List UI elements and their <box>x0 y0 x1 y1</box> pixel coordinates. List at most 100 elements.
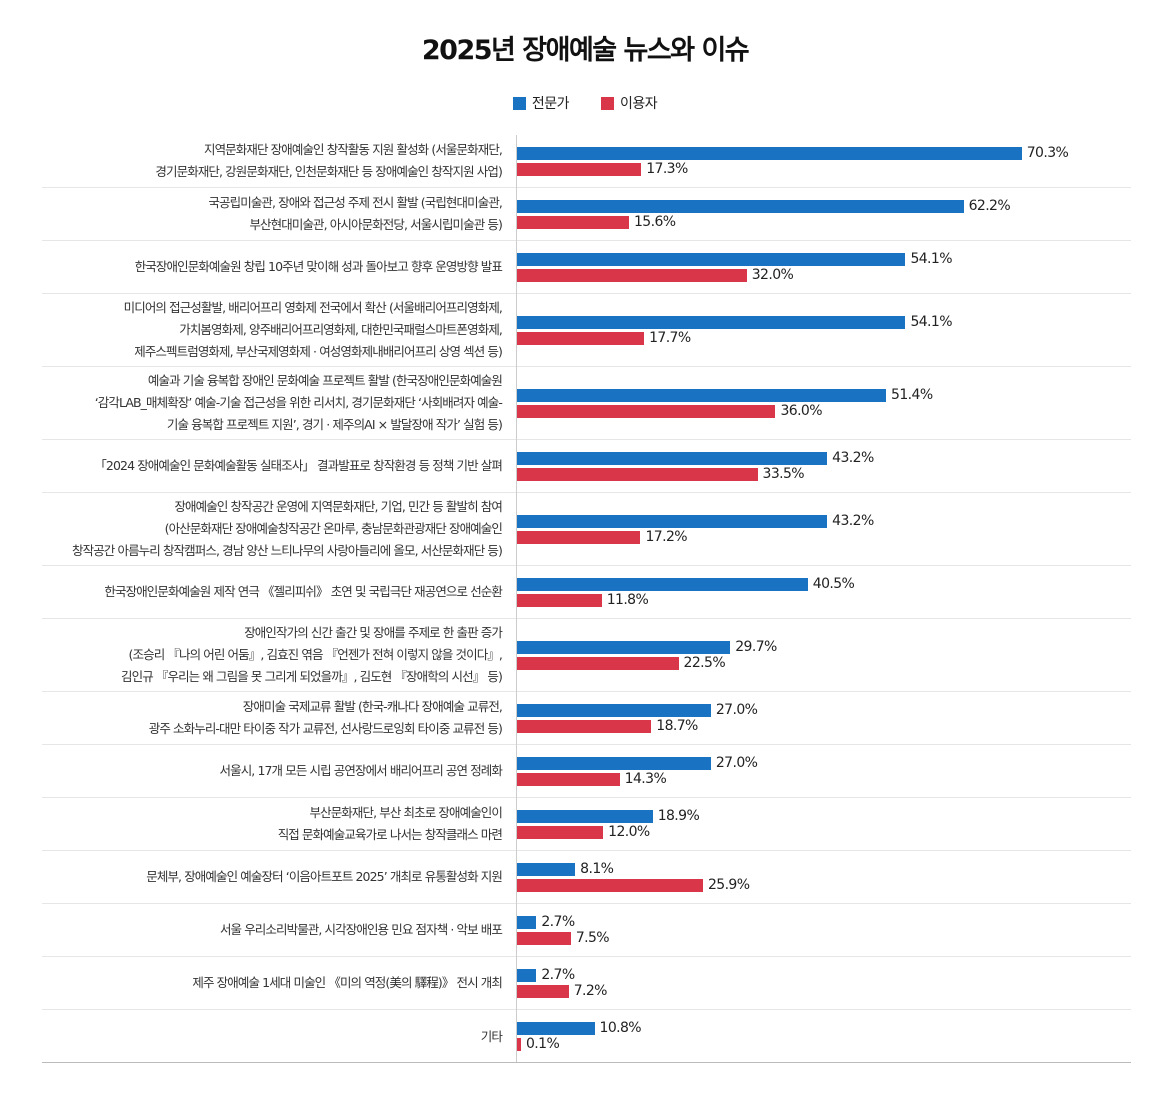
bar-expert <box>517 640 731 654</box>
category-label: 문체부, 장애예술인 예술장터 ‘이음아트포트 2025’ 개최로 유통활성화 … <box>42 851 503 903</box>
category-label-line: 장애인작가의 신간 출간 및 장애를 주제로 한 출판 증가 <box>244 625 503 640</box>
value-label-expert: 43.2% <box>832 512 874 529</box>
bar-user <box>517 719 652 733</box>
legend-swatch-expert <box>512 96 526 110</box>
category-label: 「2024 장애예술인 문화예술활동 실태조사」 결과발표로 창작환경 등 정책… <box>42 440 503 492</box>
legend-item-user: 이용자 <box>601 93 658 113</box>
category-row: 기타 10.8% 0.1% <box>42 1010 1131 1063</box>
value-label-user: 17.2% <box>645 528 687 545</box>
bar-user <box>517 215 629 229</box>
category-label: 한국장애인문화예술원 제작 연극 《젤리피쉬》 초연 및 국립극단 재공연으로 … <box>42 566 502 618</box>
bar-group: 54.1% 32.0% <box>517 241 1131 293</box>
value-label-expert: 18.9% <box>657 807 700 824</box>
category-label-line: 장애예술인 창작공간 운영에 지역문화재단, 기업, 민간 등 활발히 참여 <box>174 499 502 514</box>
bar-expert <box>517 451 828 465</box>
category-label-line: 기타 <box>480 1028 503 1044</box>
bar-group: 29.7% 22.5% <box>517 619 1131 691</box>
bar-user <box>517 984 569 998</box>
bar-group: 18.9% 12.0% <box>517 798 1131 850</box>
bar-user <box>517 1037 521 1051</box>
category-label-line: 김인규 『우리는 왜 그림을 못 그리게 되었을까』, 김도현 『장애학의 시선… <box>121 669 503 684</box>
bar-expert <box>517 809 653 823</box>
value-label-user: 17.3% <box>646 160 688 177</box>
category-label-line: 예술과 기술 융복합 장애인 문화예술 프로젝트 활발 (한국장애인문화예술원 <box>147 373 503 388</box>
bar-user <box>517 331 645 345</box>
legend-label-user: 이용자 <box>620 96 658 112</box>
category-label: 미디어의 접근성활발, 배리어프리 영화제 전국에서 확산 (서울배리어프리영화… <box>42 294 503 366</box>
category-label-line: 경기문화재단, 강원문화재단, 인천문화재단 등 장애예술인 창작지원 사업) <box>155 164 502 179</box>
y-axis-line <box>516 135 517 1063</box>
category-label-line: ‘감각LAB_매체확장’ 예술-기술 접근성을 위한 리서치, 경기문화재단 ‘… <box>94 395 503 410</box>
bar-user <box>517 162 642 176</box>
category-label-line: 부산문화재단, 부산 최초로 장애예술인이 <box>309 805 503 820</box>
bar-chart: 지역문화재단 장애예술인 창작활동 지원 활성화 (서울문화재단, 경기문화재단,… <box>42 135 1131 1063</box>
bar-user <box>517 268 747 282</box>
value-label-user: 7.2% <box>573 982 608 999</box>
bar-user <box>517 404 776 418</box>
category-label-line: 부산현대미술관, 아시아문화전당, 서울시립미술관 등) <box>249 217 502 232</box>
category-label-line: 기술 융복합 프로젝트 지원’, 경기 · 제주의AI × 발달장애 작가’ 실… <box>166 417 503 432</box>
category-label: 예술과 기술 융복합 장애인 문화예술 프로젝트 활발 (한국장애인문화예술원 ‘… <box>42 367 503 439</box>
bar-group: 27.0% 14.3% <box>517 745 1131 797</box>
category-label-line: 미디어의 접근성활발, 배리어프리 영화제 전국에서 확산 (서울배리어프리영화… <box>123 300 503 315</box>
bar-group: 54.1% 17.7% <box>517 294 1131 366</box>
value-label-user: 36.0% <box>780 402 822 419</box>
category-row: 예술과 기술 융복합 장애인 문화예술 프로젝트 활발 (한국장애인문화예술원 ‘… <box>42 367 1131 440</box>
value-label-user: 25.9% <box>707 876 750 893</box>
category-row: 미디어의 접근성활발, 배리어프리 영화제 전국에서 확산 (서울배리어프리영화… <box>42 294 1131 367</box>
value-label-expert: 51.4% <box>891 386 933 403</box>
category-row: 장애예술인 창작공간 운영에 지역문화재단, 기업, 민간 등 활발히 참여 (아… <box>42 493 1131 566</box>
category-label: 장애예술인 창작공간 운영에 지역문화재단, 기업, 민간 등 활발히 참여 (아… <box>42 493 503 565</box>
category-row: 한국장애인문화예술원 제작 연극 《젤리피쉬》 초연 및 국립극단 재공연으로 … <box>42 566 1131 619</box>
value-label-expert: 62.2% <box>968 197 1011 214</box>
value-label-user: 17.7% <box>649 329 691 346</box>
category-label-line: (아산문화재단 장애예술창작공간 온마루, 충남문화관광재단 장애예술인 <box>164 521 503 536</box>
bar-expert <box>517 577 808 591</box>
value-label-user: 12.0% <box>608 823 650 840</box>
bar-user <box>517 825 604 839</box>
value-label-expert: 70.3% <box>1026 144 1069 161</box>
category-label-line: 한국장애인문화예술원 창립 10주년 맞이해 성과 돌아보고 향후 운영방향 발… <box>134 259 503 274</box>
bar-expert <box>517 915 537 929</box>
category-label-line: 제주스펙트럼영화제, 부산국제영화제 · 여성영화제내배리어프리 상영 섹션 등… <box>134 344 503 359</box>
value-label-expert: 8.1% <box>580 860 614 877</box>
category-row: 「2024 장애예술인 문화예술활동 실태조사」 결과발표로 창작환경 등 정책… <box>42 440 1131 493</box>
x-axis-baseline <box>42 1062 1131 1063</box>
category-label: 장애미술 국제교류 활발 (한국-캐나다 장애예술 교류전, 광주 소화누리-대만… <box>42 692 503 744</box>
category-label-line: 지역문화재단 장애예술인 창작활동 지원 활성화 (서울문화재단, <box>203 142 503 157</box>
bar-user <box>517 878 703 892</box>
value-label-expert: 40.5% <box>812 575 855 592</box>
category-label: 기타 <box>42 1010 503 1063</box>
category-label-line: 문체부, 장애예술인 예술장터 ‘이음아트포트 2025’ 개최로 유통활성화 … <box>146 869 503 884</box>
bar-group: 43.2% 33.5% <box>517 440 1131 492</box>
category-label: 서울 우리소리박물관, 시각장애인용 민요 점자책 · 악보 배포 <box>42 904 503 956</box>
category-label: 장애인작가의 신간 출간 및 장애를 주제로 한 출판 증가 (조승리 『나의 어… <box>42 619 503 691</box>
value-label-expert: 2.7% <box>541 913 575 930</box>
bar-group: 10.8% 0.1% <box>517 1010 1131 1063</box>
category-label-line: 「2024 장애예술인 문화예술활동 실태조사」 결과발표로 창작환경 등 정책… <box>94 458 503 473</box>
bar-group: 51.4% 36.0% <box>517 367 1131 439</box>
category-label-line: 서울시, 17개 모든 시립 공연장에서 배리어프리 공연 정례화 <box>219 763 503 778</box>
bar-group: 2.7% 7.5% <box>517 904 1131 956</box>
bar-group: 62.2% 15.6% <box>517 188 1131 240</box>
category-row: 서울시, 17개 모든 시립 공연장에서 배리어프리 공연 정례화 27.0% 14… <box>42 745 1131 798</box>
bar-expert <box>517 252 906 266</box>
value-label-expert: 43.2% <box>832 449 874 466</box>
category-label-line: 서울 우리소리박물관, 시각장애인용 민요 점자책 · 악보 배포 <box>219 922 503 937</box>
category-label: 한국장애인문화예술원 창립 10주년 맞이해 성과 돌아보고 향후 운영방향 발… <box>42 241 503 293</box>
value-label-user: 22.5% <box>683 654 726 671</box>
bar-group: 27.0% 18.7% <box>517 692 1131 744</box>
category-row: 장애인작가의 신간 출간 및 장애를 주제로 한 출판 증가 (조승리 『나의 어… <box>42 619 1131 692</box>
value-label-expert: 2.7% <box>541 966 575 983</box>
category-label: 서울시, 17개 모든 시립 공연장에서 배리어프리 공연 정례화 <box>42 745 503 797</box>
category-row: 장애미술 국제교류 활발 (한국-캐나다 장애예술 교류전, 광주 소화누리-대만… <box>42 692 1131 745</box>
bar-expert <box>517 388 887 402</box>
category-label-line: 직접 문화예술교육가로 나서는 창작클래스 마련 <box>277 827 503 842</box>
category-label-line: 한국장애인문화예술원 제작 연극 《젤리피쉬》 초연 및 국립극단 재공연으로 … <box>104 584 502 599</box>
value-label-expert: 54.1% <box>910 250 952 267</box>
category-label-line: 국공립미술관, 장애와 접근성 주제 전시 활발 (국립현대미술관, <box>208 195 502 210</box>
bar-expert <box>517 756 711 770</box>
value-label-expert: 27.0% <box>715 754 758 771</box>
